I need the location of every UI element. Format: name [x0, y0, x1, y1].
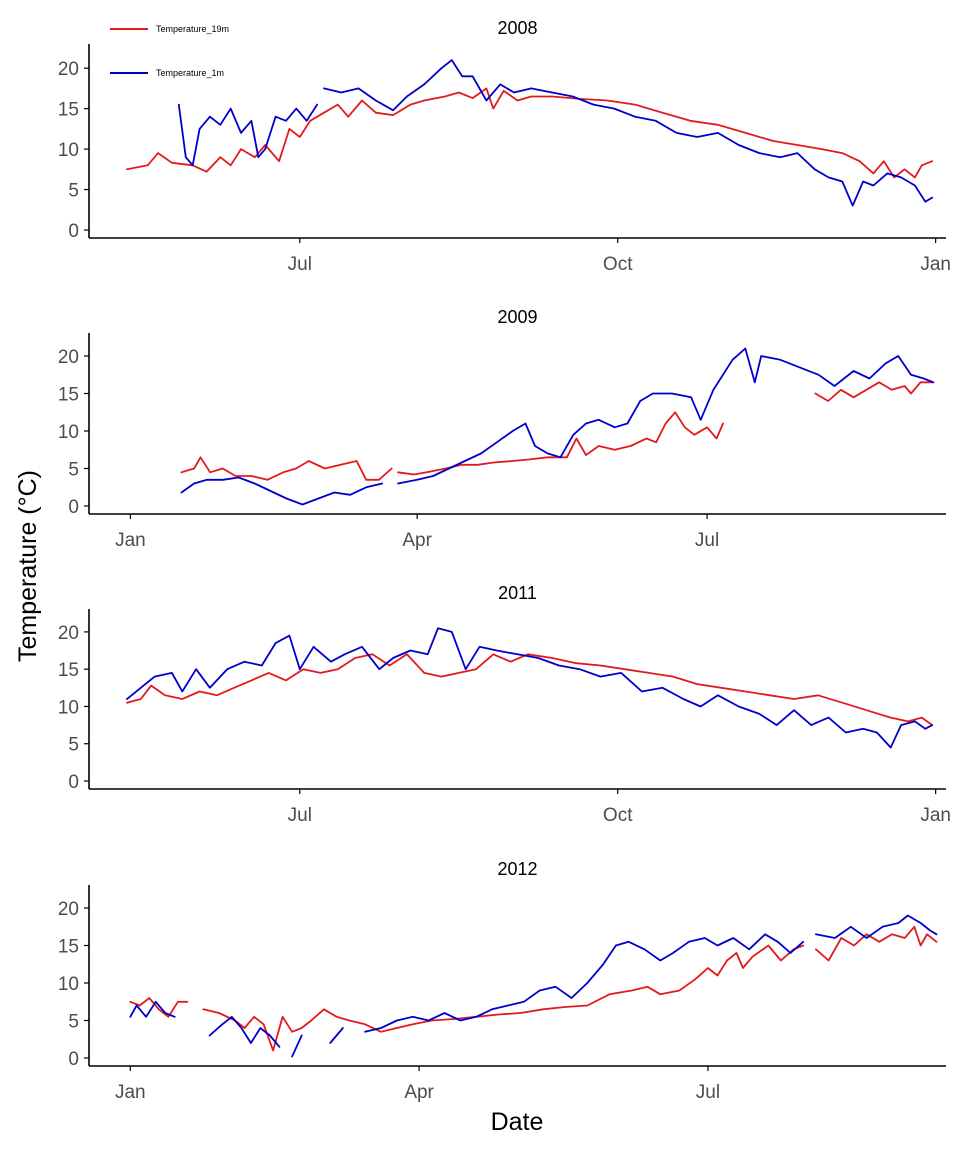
panel-2011: 2011 0 5 10 15 20 Jul Oct Jan: [58, 583, 951, 826]
series-line-temperature-1m-2012-seg1: [208, 1015, 281, 1048]
series-line-temperature-1m-2009-seg1: [397, 347, 935, 485]
y-tick-label-2009-5: 5: [68, 460, 79, 481]
y-tick-label-2009-20: 20: [58, 347, 79, 368]
y-tick-label-2008-15: 15: [58, 100, 79, 121]
x-tick-label-2012-jul: Jul: [696, 1082, 720, 1103]
x-tick-label-2008-jan: Jan: [920, 254, 951, 275]
y-axis-title: Temperature (°C): [14, 470, 42, 662]
series-line-temperature-19m-2012-seg2: [815, 925, 938, 962]
x-tick-label-2009-jul: Jul: [695, 530, 719, 551]
y-tick-label-2012-15: 15: [58, 937, 79, 958]
panel-title-2012: 2012: [497, 859, 537, 879]
series-line-temperature-1m-2011-seg0: [126, 627, 934, 749]
panel-2009: 2009 0 5 10 15 20 Jan Apr Jul: [58, 307, 946, 551]
y-tick-label-2011-0: 0: [68, 772, 79, 793]
x-tick-label-2012-jan: Jan: [115, 1082, 146, 1103]
y-tick-label-2012-20: 20: [58, 899, 79, 920]
series-line-temperature-1m-2012-seg2: [291, 1034, 303, 1058]
x-tick-label-2009-apr: Apr: [402, 530, 432, 551]
y-tick-label-2012-10: 10: [58, 974, 79, 995]
y-tick-label-2012-5: 5: [68, 1012, 79, 1033]
panels-group: 2008 0 5 10 15 20 Jul Oct Jan 2009 0 5 10 15 20 Jan Apr J…: [58, 18, 951, 1103]
series-line-temperature-19m-2009-seg0: [180, 456, 393, 481]
series-line-temperature-19m-2009-seg2: [814, 381, 935, 402]
x-tick-label-2008-jul: Jul: [288, 254, 312, 275]
panel-2008: 2008 0 5 10 15 20 Jul Oct Jan: [58, 18, 951, 275]
x-tick-label-2009-jan: Jan: [115, 530, 146, 551]
series-line-temperature-19m-2012-seg1: [202, 944, 805, 1052]
y-tick-label-2008-0: 0: [68, 221, 79, 242]
x-tick-label-2008-oct: Oct: [603, 254, 633, 275]
series-line-temperature-1m-2012-seg3: [329, 1027, 344, 1044]
y-tick-label-2011-10: 10: [58, 697, 79, 718]
y-tick-label-2008-5: 5: [68, 181, 79, 202]
panel-2012: 2012 0 5 10 15 20 Jan Apr Jul: [58, 859, 946, 1103]
series-line-temperature-19m-2011-seg0: [126, 653, 934, 726]
y-tick-label-2011-5: 5: [68, 735, 79, 756]
y-tick-label-2011-20: 20: [58, 623, 79, 644]
y-tick-label-2009-15: 15: [58, 385, 79, 406]
series-line-temperature-1m-2012-seg5: [815, 914, 938, 939]
y-tick-label-2011-15: 15: [58, 660, 79, 681]
panel-title-2008: 2008: [497, 18, 537, 38]
panel-title-2009: 2009: [497, 307, 537, 327]
x-tick-label-2011-jul: Jul: [288, 805, 312, 826]
y-tick-label-2008-20: 20: [58, 59, 79, 80]
series-line-temperature-1m-2012-seg0: [129, 1000, 176, 1018]
y-tick-label-2009-0: 0: [68, 497, 79, 518]
legend-label-temperature-1m: Temperature_1m: [156, 68, 224, 78]
legend-label-temperature-19m: Temperature_19m: [156, 24, 229, 34]
series-line-temperature-19m-2012-seg0: [129, 997, 189, 1018]
x-tick-label-2011-oct: Oct: [603, 805, 633, 826]
series-line-temperature-1m-2008-seg1: [323, 59, 934, 207]
series-line-temperature-19m-2009-seg1: [397, 411, 724, 476]
series-line-temperature-1m-2008-seg0: [177, 103, 318, 167]
y-tick-label-2008-10: 10: [58, 140, 79, 161]
x-tick-label-2012-apr: Apr: [404, 1082, 434, 1103]
x-axis-title: Date: [491, 1108, 544, 1136]
panel-title-2011: 2011: [498, 583, 537, 603]
y-tick-label-2012-0: 0: [68, 1049, 79, 1070]
x-tick-label-2011-jan: Jan: [920, 805, 951, 826]
series-line-temperature-19m-2008-seg0: [126, 87, 934, 179]
legend: Temperature_19m Temperature_1m: [110, 24, 229, 78]
series-line-temperature-1m-2012-seg4: [364, 933, 805, 1033]
series-line-temperature-1m-2009-seg0: [180, 476, 383, 506]
y-tick-label-2009-10: 10: [58, 422, 79, 443]
